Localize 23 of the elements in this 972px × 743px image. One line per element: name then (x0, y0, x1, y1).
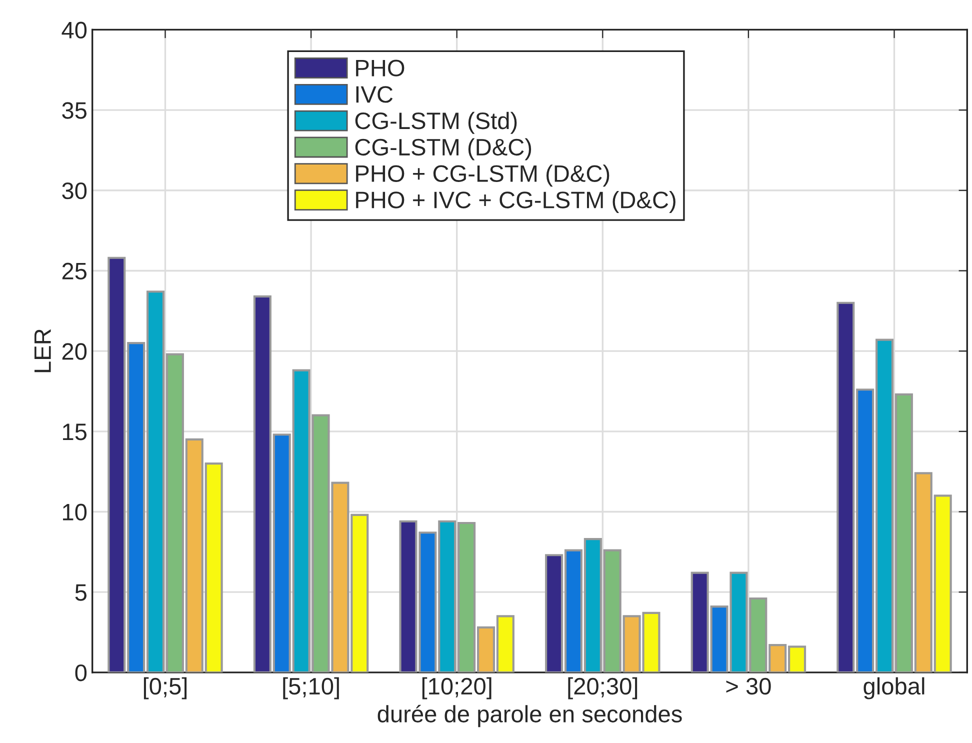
x-axis-title: durée de parole en secondes (378, 704, 682, 728)
legend-label: PHO + CG-LSTM (D&C) (356, 164, 610, 187)
x-tick-label: > 30 (726, 678, 771, 695)
legend-label: PHO + IVC + CG-LSTM (D&C) (356, 191, 676, 214)
y-tick-label: 25 (62, 262, 86, 280)
y-tick-label: 30 (62, 182, 87, 200)
legend-label: PHO (356, 60, 404, 76)
legend-label: IVC (356, 86, 393, 103)
legend-label: CG-LSTM (D&C) (355, 138, 532, 160)
y-tick-label: 15 (63, 424, 86, 440)
y-tick-label: 5 (75, 584, 86, 601)
x-tick-label: [20;30] (568, 677, 638, 700)
legend-label: CG-LSTM (Std) (355, 112, 517, 134)
x-tick-label: global (864, 677, 924, 700)
y-tick-label: 0 (75, 664, 87, 682)
x-tick-label: [10;20] (422, 677, 492, 700)
x-tick-label: [0;5] (144, 677, 187, 700)
y-tick-label: 20 (62, 343, 87, 360)
y-tick-label: 35 (62, 102, 86, 119)
x-tick-label: [5;10] (283, 677, 339, 700)
y-tick-label: 40 (62, 22, 87, 39)
y-axis-title: LER (34, 329, 51, 372)
y-tick-label: 10 (63, 504, 87, 521)
